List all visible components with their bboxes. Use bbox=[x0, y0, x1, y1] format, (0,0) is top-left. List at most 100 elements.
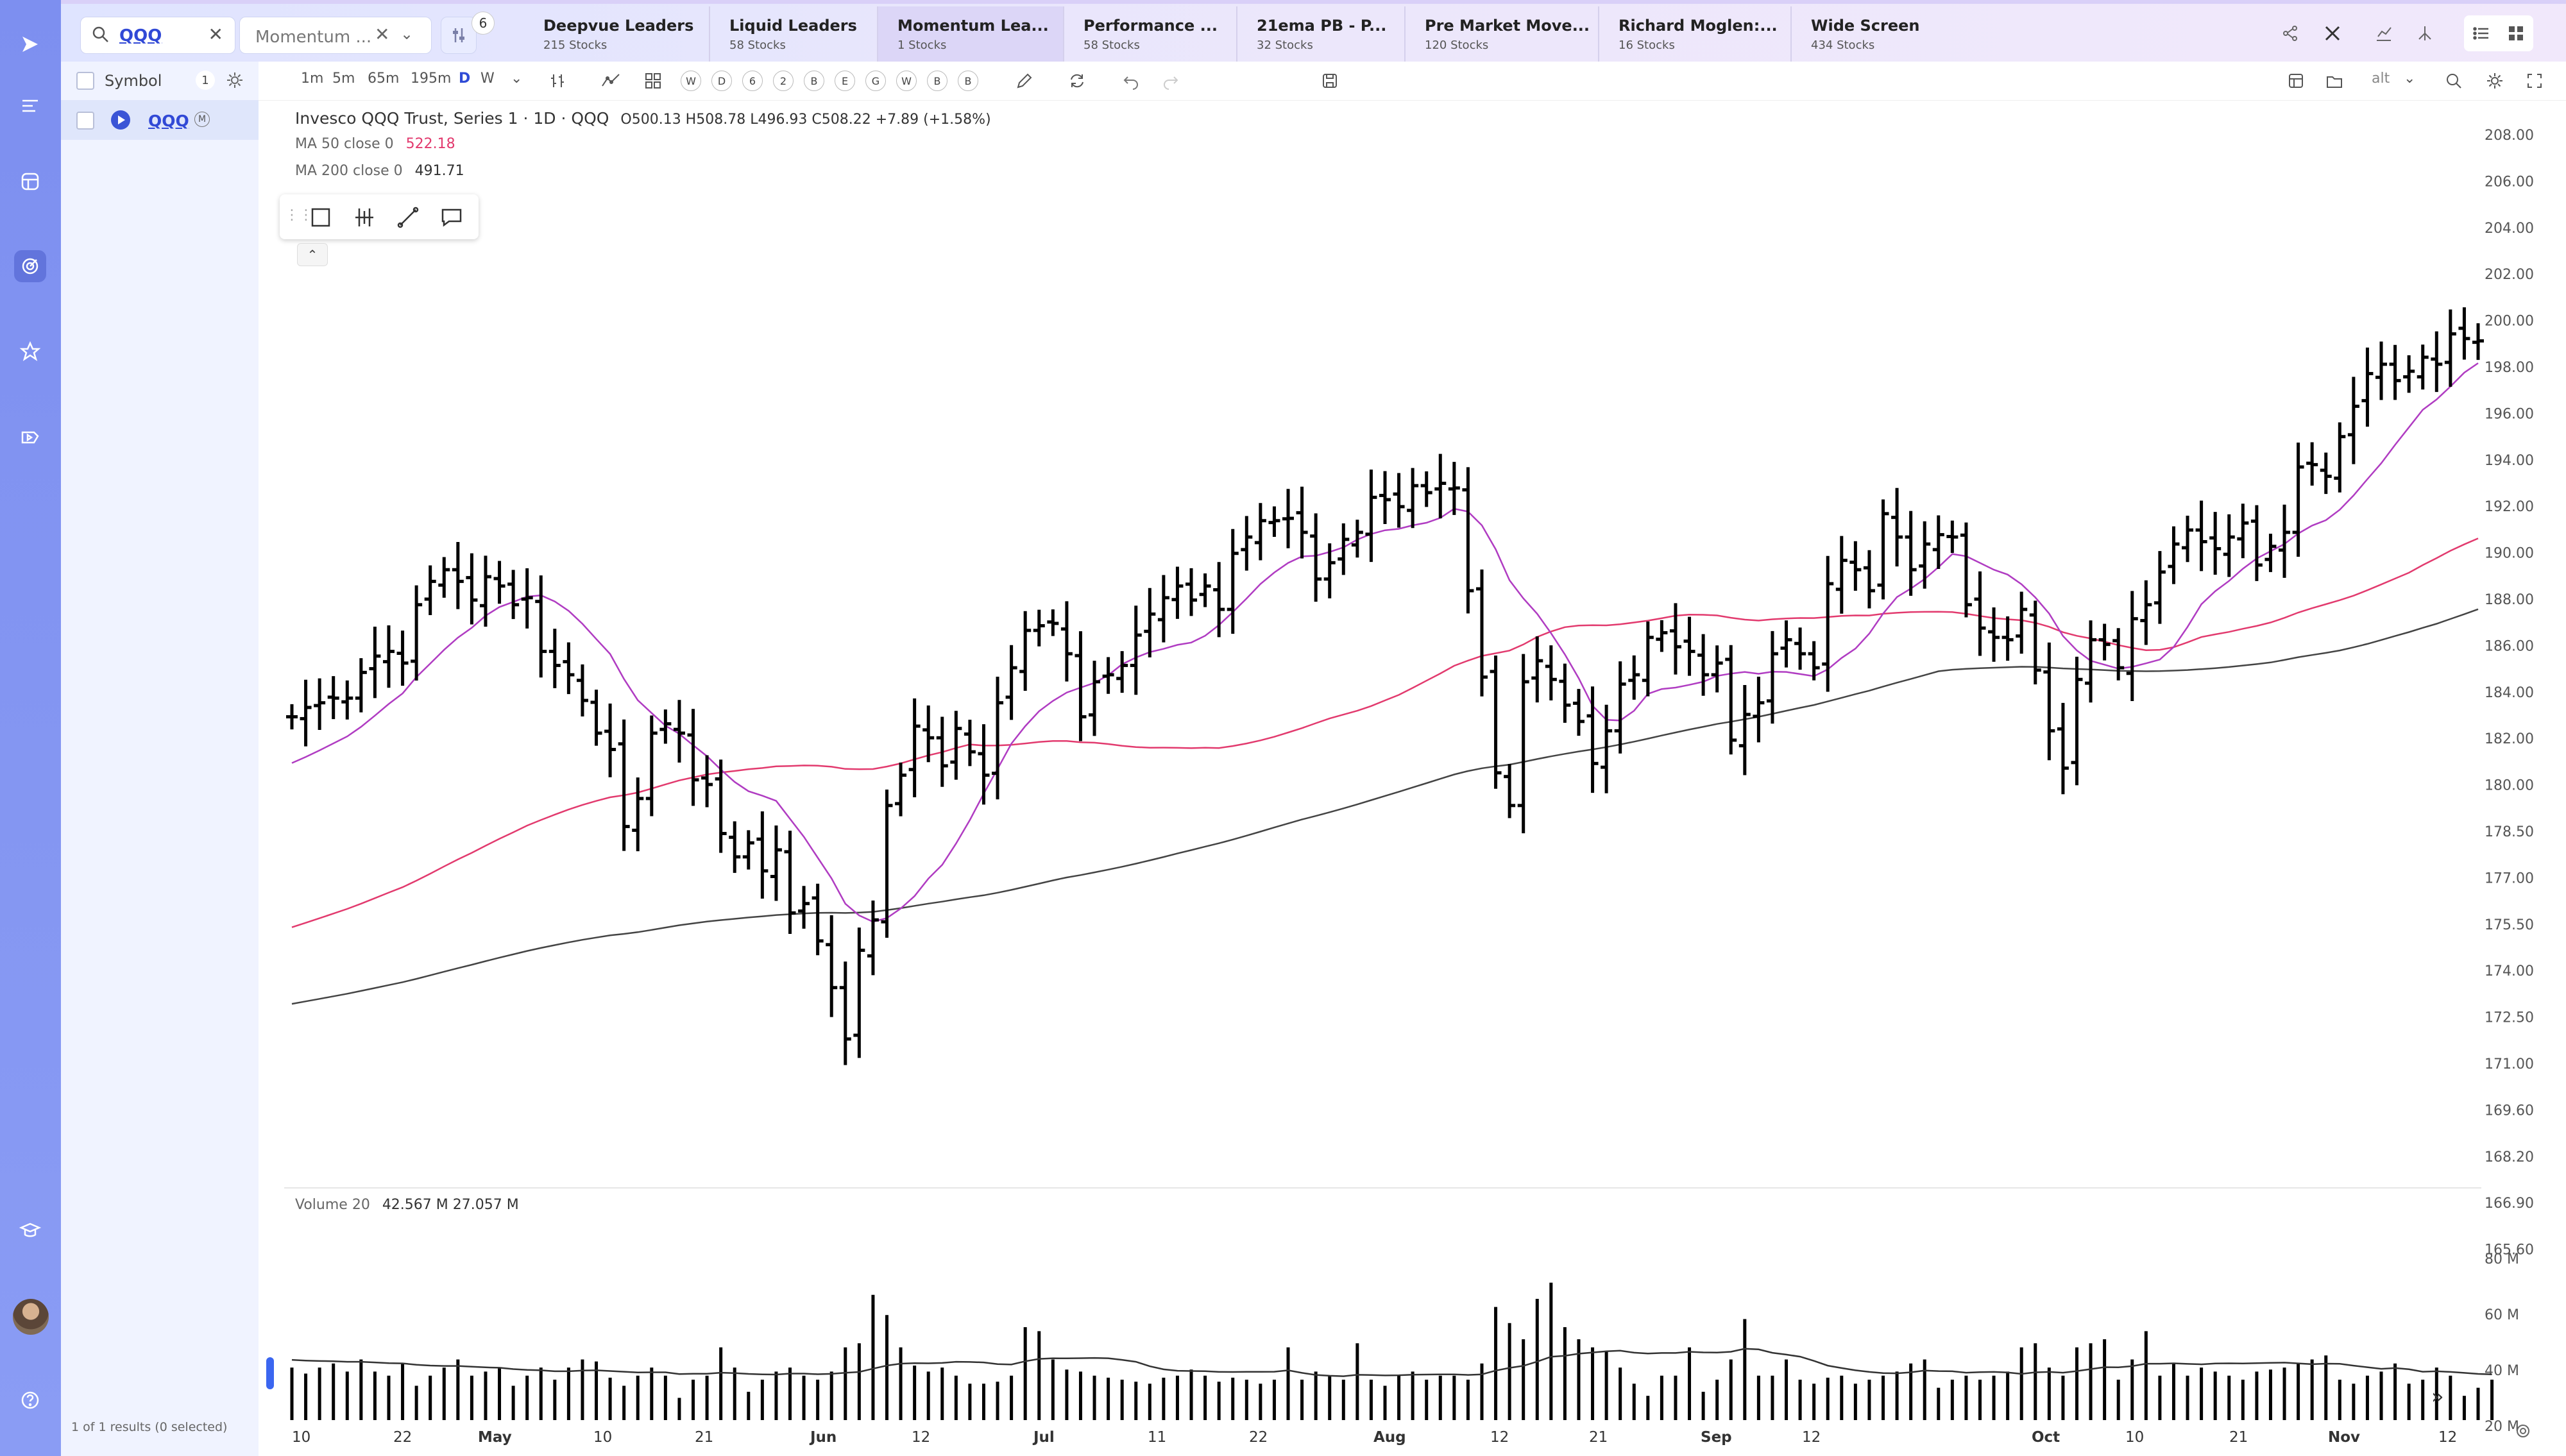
drag-handle-icon[interactable]: ⋮⋮ bbox=[285, 207, 313, 223]
layout-icon[interactable] bbox=[2287, 72, 2305, 90]
symbol-search[interactable]: QQQ ✕ bbox=[80, 17, 235, 54]
column-header-symbol[interactable]: Symbol bbox=[105, 72, 162, 90]
folder-icon[interactable] bbox=[2325, 72, 2343, 90]
collapse-legend-button[interactable]: ⌃ bbox=[297, 243, 328, 266]
list-view-icon[interactable] bbox=[2464, 15, 2499, 51]
fullscreen-icon[interactable] bbox=[2526, 72, 2544, 90]
ma50-legend[interactable]: MA 50 close 0 522.18 bbox=[295, 136, 455, 152]
share-icon[interactable] bbox=[2274, 15, 2306, 51]
select-all-checkbox[interactable] bbox=[76, 72, 94, 90]
undo-icon[interactable] bbox=[1122, 72, 1140, 90]
annotation-tool-icon[interactable] bbox=[440, 206, 463, 229]
tab-performance[interactable]: Performance ... 58 Stocks bbox=[1064, 6, 1237, 63]
tab-liquid-leaders[interactable]: Liquid Leaders 58 Stocks bbox=[710, 6, 878, 63]
preset-button[interactable]: W bbox=[896, 71, 917, 91]
info-icon[interactable]: M bbox=[194, 112, 210, 127]
compare-icon[interactable] bbox=[2409, 15, 2441, 51]
drawing-toolbar: ⋮⋮ bbox=[280, 194, 479, 239]
trendline-tool-icon[interactable] bbox=[396, 206, 420, 229]
refresh-icon[interactable] bbox=[1068, 72, 1086, 90]
price-chart[interactable]: 208.00 206.00 204.00 202.00 200.00 198.00 196.… bbox=[259, 62, 2566, 1456]
ohlc-bar bbox=[1891, 487, 1903, 567]
tab-deepvue-leaders[interactable]: Deepvue Leaders 215 Stocks bbox=[524, 6, 710, 63]
ohlc-bar bbox=[1531, 636, 1543, 703]
row-symbol[interactable]: QQQ bbox=[148, 112, 189, 130]
ma200-legend[interactable]: MA 200 close 0 491.71 bbox=[295, 163, 464, 179]
tab-count: 215 Stocks bbox=[543, 38, 608, 52]
timeframe-w[interactable]: W bbox=[480, 71, 495, 87]
chart-layout-icon[interactable] bbox=[2368, 15, 2400, 51]
help-icon[interactable] bbox=[14, 1384, 46, 1416]
search-input[interactable]: QQQ bbox=[119, 26, 162, 46]
tab-richard-moglen[interactable]: Richard Moglen:... 16 Stocks bbox=[1599, 6, 1792, 63]
scroll-to-latest-icon[interactable]: » bbox=[2431, 1384, 2444, 1409]
chevron-down-icon[interactable]: ⌄ bbox=[2404, 71, 2416, 87]
gear-icon[interactable] bbox=[2486, 72, 2504, 90]
tab-21ema-pb[interactable]: 21ema PB - P... 32 Stocks bbox=[1237, 6, 1406, 63]
screener-icon[interactable] bbox=[14, 250, 46, 282]
chart-settings-icon[interactable] bbox=[2515, 1423, 2531, 1439]
timeframe-d[interactable]: D bbox=[459, 71, 471, 87]
alt-label[interactable]: alt bbox=[2372, 71, 2390, 87]
preset-button[interactable]: 6 bbox=[742, 71, 763, 91]
volume-ma-line bbox=[291, 1348, 2492, 1377]
chevron-down-icon[interactable]: ⌄ bbox=[400, 25, 414, 43]
menu-icon[interactable] bbox=[14, 90, 46, 122]
preset-button[interactable]: G bbox=[865, 71, 886, 91]
tab-wide-screen[interactable]: Wide Screen 434 Stocks bbox=[1792, 6, 1958, 63]
chevron-down-icon[interactable]: ⌄ bbox=[511, 71, 523, 87]
ohlc-bar bbox=[2154, 551, 2166, 624]
list-item[interactable]: QQQ M bbox=[61, 100, 259, 140]
list-select[interactable]: Momentum ... ✕ ⌄ bbox=[239, 17, 432, 54]
ohlc-bar bbox=[1434, 453, 1447, 519]
x-twitter-icon[interactable] bbox=[2316, 15, 2349, 51]
preset-button[interactable]: 2 bbox=[773, 71, 794, 91]
measure-tool-icon[interactable] bbox=[353, 206, 376, 229]
timeframe-65m[interactable]: 65m bbox=[368, 71, 400, 87]
timeframe-5m[interactable]: 5m bbox=[332, 71, 355, 87]
ohlc-bar bbox=[2250, 505, 2263, 581]
indicators-icon[interactable] bbox=[601, 72, 620, 90]
redo-icon[interactable] bbox=[1162, 72, 1180, 90]
user-avatar[interactable] bbox=[13, 1299, 49, 1335]
preset-button[interactable]: E bbox=[835, 71, 855, 91]
timeframe-1m[interactable]: 1m bbox=[301, 71, 324, 87]
tab-momentum-leaders[interactable]: Momentum Lea... 1 Stocks bbox=[878, 6, 1064, 63]
ohlc-bar bbox=[1310, 513, 1322, 602]
ohlc-bar bbox=[839, 961, 851, 1065]
timeframe-195m[interactable]: 195m bbox=[411, 71, 452, 87]
video-icon[interactable] bbox=[14, 421, 46, 453]
tab-pre-market-movers[interactable]: Pre Market Move... 120 Stocks bbox=[1406, 6, 1599, 63]
x-tick-label: 22 bbox=[393, 1429, 412, 1446]
row-checkbox[interactable] bbox=[76, 112, 94, 130]
save-icon[interactable] bbox=[1321, 72, 1339, 90]
pane-handle[interactable] bbox=[266, 1357, 274, 1389]
pencil-icon[interactable] bbox=[1015, 72, 1033, 90]
rectangle-tool-icon[interactable] bbox=[309, 206, 332, 229]
gear-icon[interactable] bbox=[225, 71, 244, 90]
y-tick-label: 180.00 bbox=[2485, 778, 2534, 794]
ohlc-bar bbox=[826, 915, 838, 1017]
play-icon[interactable] bbox=[110, 109, 132, 131]
bar-style-icon[interactable] bbox=[548, 72, 566, 90]
ma200-line bbox=[291, 608, 2479, 1005]
star-icon[interactable] bbox=[14, 335, 46, 368]
tab-count: 120 Stocks bbox=[1425, 38, 1489, 52]
preset-button[interactable]: B bbox=[958, 71, 978, 91]
watchlist-icon[interactable] bbox=[14, 165, 46, 198]
preset-button[interactable]: B bbox=[804, 71, 824, 91]
volume-legend[interactable]: Volume 20 42.567 M 27.057 M bbox=[295, 1197, 519, 1213]
preset-button[interactable]: D bbox=[711, 71, 732, 91]
clear-search-icon[interactable]: ✕ bbox=[208, 24, 223, 45]
tab-name: Richard Moglen:... bbox=[1619, 17, 1778, 35]
logo-icon[interactable] bbox=[14, 28, 46, 60]
templates-icon[interactable] bbox=[644, 72, 662, 90]
filter-button[interactable] bbox=[441, 17, 477, 54]
preset-button[interactable]: W bbox=[681, 71, 701, 91]
y-tick-label: 184.00 bbox=[2485, 685, 2534, 701]
clear-list-icon[interactable]: ✕ bbox=[375, 24, 390, 45]
zoom-icon[interactable] bbox=[2445, 72, 2463, 90]
preset-button[interactable]: B bbox=[927, 71, 947, 91]
grid-view-icon[interactable] bbox=[2499, 15, 2533, 51]
education-icon[interactable] bbox=[14, 1214, 46, 1246]
